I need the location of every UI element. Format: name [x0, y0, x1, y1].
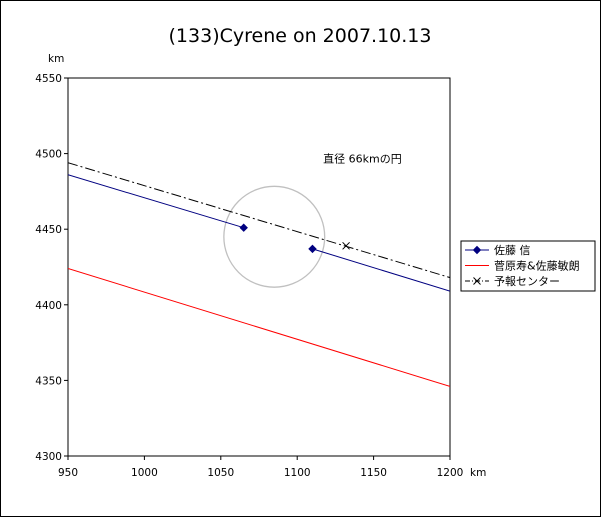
x-tick-label: 1200 — [437, 467, 464, 479]
legend-label-1: 佐藤 信 — [494, 243, 531, 257]
legend-label-3: 予報センター — [494, 275, 560, 288]
legend-label-2: 菅原寿&佐藤敏朗 — [494, 259, 580, 273]
y-tick-label: 4300 — [35, 451, 62, 463]
series-line-1 — [68, 174, 244, 229]
legend-marker-3 — [473, 277, 481, 285]
x-axis-ticks: 950 1000 1050 1100 1150 1200 — [58, 456, 463, 479]
x-tick-label: 950 — [58, 467, 78, 479]
y-tick-label: 4400 — [35, 300, 62, 312]
legend-marker-1 — [472, 245, 482, 255]
series-point-1 — [308, 244, 317, 254]
series-point-3 — [342, 241, 350, 250]
y-axis-ticks: 4300 4350 4400 4450 4500 4550 — [35, 73, 68, 463]
series-line-3 — [68, 162, 450, 279]
y-tick-label: 4500 — [35, 149, 62, 161]
x-tick-label: 1100 — [284, 467, 311, 479]
x-tick-label: 1050 — [207, 467, 234, 479]
series-point-1 — [239, 223, 248, 232]
y-tick-label: 4450 — [35, 224, 62, 236]
diameter-circle — [223, 185, 326, 288]
chart-title: (133)Cyrene on 2007.10.13 — [169, 25, 432, 47]
plot-area — [67, 77, 451, 457]
x-marker-stroke — [473, 277, 481, 285]
y-axis-unit: km — [48, 53, 64, 65]
x-axis-unit: km — [470, 467, 486, 479]
x-marker-stroke — [342, 241, 350, 250]
plot-layer — [68, 162, 450, 387]
circle-annotation: 直径 66kmの円 — [323, 152, 402, 166]
x-tick-label: 1150 — [360, 467, 387, 479]
x-tick-label: 1000 — [131, 467, 158, 479]
series-line-1 — [312, 248, 450, 292]
series-line-2 — [68, 268, 450, 387]
y-tick-label: 4550 — [35, 73, 62, 85]
y-tick-label: 4350 — [35, 375, 62, 387]
